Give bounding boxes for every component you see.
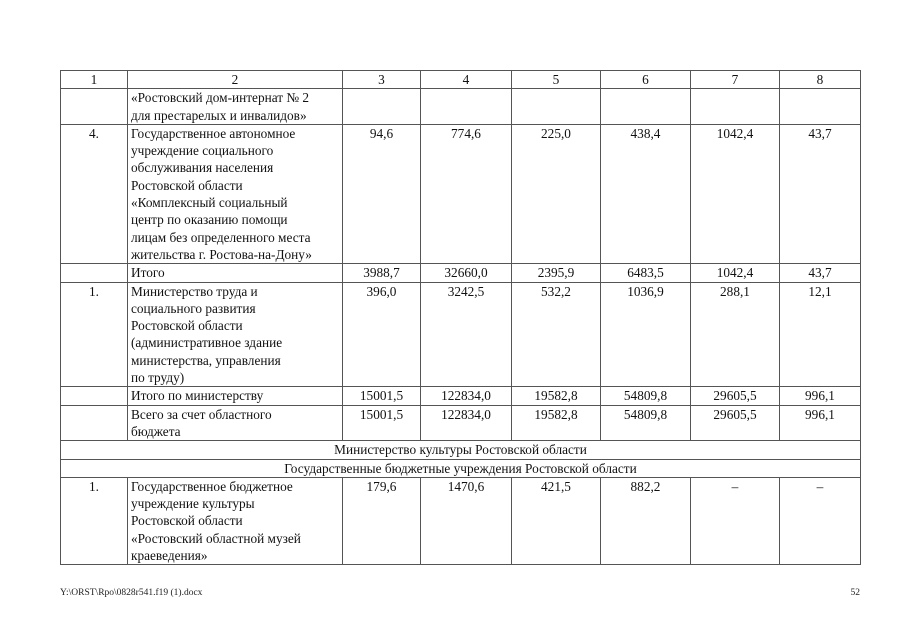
value-cell: 122834,0: [420, 386, 512, 406]
value-cell: 179,6: [342, 476, 421, 566]
value-cell: 122834,0: [420, 404, 512, 442]
value-cell: [600, 88, 691, 125]
section-title: Государственные бюджетные учреждения Рос…: [60, 458, 861, 478]
value-cell: 15001,5: [342, 404, 421, 442]
row-number-cell: 4.: [60, 123, 128, 265]
value-cell: 15001,5: [342, 386, 421, 406]
value-cell: 29605,5: [690, 386, 780, 406]
value-cell: 1042,4: [690, 263, 780, 283]
total-row: Всего за счет областного бюджета 15001,5 1…: [60, 404, 861, 442]
row-number-cell: 1.: [60, 281, 128, 388]
table-row: «Ростовский дом-интернат № 2 для престар…: [60, 88, 861, 125]
value-cell: [690, 88, 780, 125]
value-cell: 1042,4: [690, 123, 780, 265]
name-cell: Итого по министерству: [127, 386, 343, 406]
value-cell: 1036,9: [600, 281, 691, 388]
value-cell: 396,0: [342, 281, 421, 388]
column-header: 6: [600, 69, 691, 90]
value-cell: –: [779, 476, 861, 566]
row-number-cell: [60, 263, 128, 283]
value-cell: 532,2: [511, 281, 601, 388]
value-cell: 6483,5: [600, 263, 691, 283]
name-cell: Всего за счет областного бюджета: [127, 404, 343, 442]
table-row: 1. Министерство труда и социального разви…: [60, 281, 861, 388]
value-cell: 29605,5: [690, 404, 780, 442]
row-number-cell: [60, 386, 128, 406]
row-number-cell: [60, 88, 128, 125]
column-header: 2: [127, 69, 343, 90]
section-header-row: Министерство культуры Ростовской области: [60, 440, 861, 460]
value-cell: 774,6: [420, 123, 512, 265]
column-header: 4: [420, 69, 512, 90]
section-title: Министерство культуры Ростовской области: [60, 440, 861, 460]
value-cell: 54809,8: [600, 386, 691, 406]
table-row: 4. Государственное автономное учреждение …: [60, 123, 861, 265]
value-cell: 43,7: [779, 123, 861, 265]
name-cell: Итого: [127, 263, 343, 283]
name-cell: Государственное автономное учреждение со…: [127, 123, 343, 265]
value-cell: 19582,8: [511, 404, 601, 442]
value-cell: 2395,9: [511, 263, 601, 283]
value-cell: 1470,6: [420, 476, 512, 566]
column-header: 8: [779, 69, 861, 90]
name-cell: «Ростовский дом-интернат № 2 для престар…: [127, 88, 343, 125]
value-cell: 43,7: [779, 263, 861, 283]
page-number: 52: [850, 588, 861, 598]
row-number-cell: [60, 404, 128, 442]
value-cell: 12,1: [779, 281, 861, 388]
value-cell: 3242,5: [420, 281, 512, 388]
value-cell: 421,5: [511, 476, 601, 566]
value-cell: –: [690, 476, 780, 566]
column-header: 3: [342, 69, 421, 90]
value-cell: 19582,8: [511, 386, 601, 406]
value-cell: 996,1: [779, 404, 861, 442]
row-number-cell: 1.: [60, 476, 128, 566]
budget-table: 1 2 3 4 5 6 7 8 «Ростовский дом-интернат…: [60, 69, 861, 566]
footer-file-path: Y:\ORST\Rpo\0828r541.f19 (1).docx: [60, 588, 203, 598]
value-cell: 996,1: [779, 386, 861, 406]
value-cell: 3988,7: [342, 263, 421, 283]
table-row: 1. Государственное бюджетное учреждение к…: [60, 476, 861, 566]
value-cell: [420, 88, 512, 125]
value-cell: 288,1: [690, 281, 780, 388]
value-cell: 94,6: [342, 123, 421, 265]
value-cell: 32660,0: [420, 263, 512, 283]
value-cell: 225,0: [511, 123, 601, 265]
value-cell: 54809,8: [600, 404, 691, 442]
column-header: 5: [511, 69, 601, 90]
table-header-row: 1 2 3 4 5 6 7 8: [60, 69, 861, 90]
value-cell: [779, 88, 861, 125]
section-header-row: Государственные бюджетные учреждения Рос…: [60, 458, 861, 478]
name-cell: Министерство труда и социального развити…: [127, 281, 343, 388]
value-cell: [511, 88, 601, 125]
value-cell: [342, 88, 421, 125]
total-row: Итого 3988,7 32660,0 2395,9 6483,5 1042,4 43,7: [60, 263, 861, 283]
value-cell: 882,2: [600, 476, 691, 566]
value-cell: 438,4: [600, 123, 691, 265]
column-header: 7: [690, 69, 780, 90]
total-row: Итого по министерству 15001,5 122834,0 1958…: [60, 386, 861, 406]
name-cell: Государственное бюджетное учреждение кул…: [127, 476, 343, 566]
column-header: 1: [60, 69, 128, 90]
